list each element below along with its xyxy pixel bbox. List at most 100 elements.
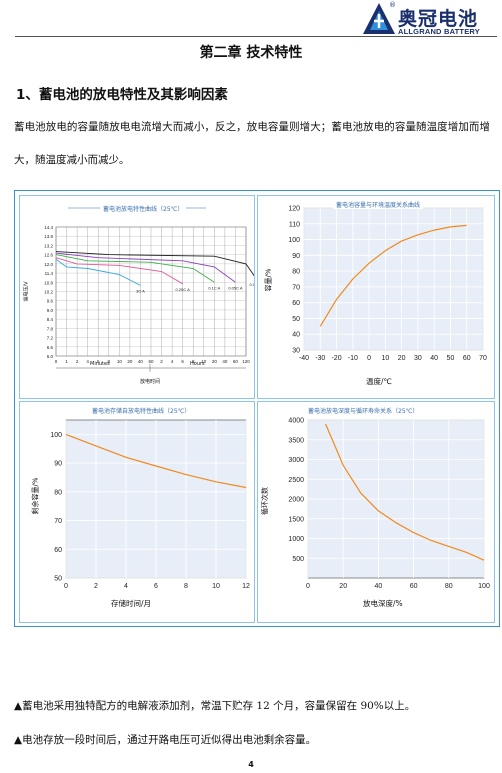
cycle-x-tick-label: 100 [478,583,490,590]
logo-mark-icon [363,3,395,34]
storage-chart: 0 2 4 6 8 10 12 50 60 70 80 90 100 [50,419,250,590]
discharge-series-line [55,252,236,283]
cycle-series-line [325,423,485,561]
cycle-chart-title: 蓄电池放电深度与循环寿命关系（25℃） [305,406,422,415]
temperature-y-tick-label: 60 [292,300,300,307]
storage-chart-xlabel: 存储时间/月 [111,599,152,608]
discharge-y-tick-label: 10.2 [44,290,53,295]
temperature-y-tick-label: 30 [292,348,300,355]
note-2: ▲电池存放一段时间后，通过开路电压可近似得出电池剩余容量。 [14,734,317,746]
discharge-x-tick-label: 4 [86,359,89,364]
cycle-y-tick-label: 2000 [288,497,304,504]
temperature-x-tick-label: 20 [398,355,406,362]
storage-y-tick-label: 70 [54,518,62,525]
discharge-series-line [55,251,254,277]
discharge-x-tick-label: 0 [55,359,58,364]
discharge-x-tick-label: 120 [242,359,250,364]
cycle-x-tick-label: 60 [410,583,418,590]
discharge-y-tick-label: 9.6 [47,299,54,304]
discharge-x-tick-label: 20 [127,359,133,364]
cycle-y-tick-label: 3000 [288,457,304,464]
temperature-chart: -40 -30 -20 -10 0 10 20 30 40 50 60 70 30 40 50 60 70 80 9… [288,206,487,363]
logo-text-zh: 奥冠电池 [398,8,479,30]
temperature-x-tick-label: 70 [479,355,487,362]
temperature-y-tick-label: 40 [292,332,300,339]
discharge-series-line [55,257,183,285]
temperature-y-tick-label: 100 [288,237,300,244]
temperature-y-tick-label: 110 [289,221,300,228]
chapter-title: 第二章 技术特性 [199,45,303,61]
discharge-x-tick-label: 40 [138,359,144,364]
discharge-series-label: 3C A [136,288,145,293]
temperature-x-tick-label: -30 [315,355,325,362]
temperature-x-tick-label: 10 [381,355,389,362]
temperature-x-tick-label: 0 [367,355,371,362]
temperature-x-tick-label: -40 [299,355,309,362]
temperature-chart-xlabel: 温度/℃ [366,377,392,386]
storage-x-tick-label: 10 [212,583,220,590]
brand-logo: ® 奥冠电池 ALLGRAND BATTERY [360,1,500,38]
discharge-y-tick-label: 10.8 [44,280,53,285]
storage-x-tick-label: 6 [154,583,158,590]
storage-x-tick-label: 2 [94,583,98,590]
discharge-x-tick-label: 1 [65,359,68,364]
discharge-chart-panel: 3C A 0.25C A 0.1C A 0.05C A 0.01C A 14.4 13.8… [19,195,255,399]
storage-x-tick-label: 0 [64,583,68,590]
discharge-y-tick-label: 7.2 [47,336,54,341]
cycle-chart-xlabel: 放电深度/% [363,599,403,608]
temperature-x-tick-label: -20 [331,355,341,362]
temperature-y-tick-label: 50 [292,316,300,323]
discharge-series-label: 0.01C A [249,282,254,287]
discharge-series-label: 0.05C A [228,285,243,290]
temperature-x-tick-label: 50 [447,355,455,362]
storage-x-tick-label: 4 [124,583,128,590]
discharge-x-tick-label: 6 [97,359,100,364]
discharge-y-tick-label: 13.8 [44,234,53,239]
discharge-x-tick-label: 40 [222,359,228,364]
cycle-x-tick-label: 20 [339,583,347,590]
discharge-y-tick-label: 6.0 [47,354,54,359]
discharge-x-tick-label: 8 [108,359,111,364]
storage-y-tick-label: 50 [54,576,62,583]
storage-y-tick-label: 60 [54,547,62,554]
discharge-y-tick-label: 12.6 [44,253,53,258]
storage-chart-ylabel: 剩余容量/% [31,477,40,515]
header-rule [15,36,497,37]
cycle-y-tick-label: 1500 [288,516,304,523]
temperature-x-tick-label: 30 [414,355,422,362]
page-number: 4 [248,760,254,769]
temperature-x-tick-label: -10 [348,355,358,362]
storage-x-tick-label: 12 [242,583,250,590]
discharge-y-tick-label: 12.0 [44,262,53,267]
discharge-y-tick-label: 6.6 [47,345,54,350]
discharge-y-tick-label: 9.0 [47,308,54,313]
storage-y-tick-label: 100 [50,432,62,439]
storage-chart-title: 蓄电池存储自放电特性曲线（25℃） [89,406,194,415]
temperature-x-tick-label: 60 [463,355,471,362]
temperature-chart-title: 蓄电池容量与环境温度关系曲线 [333,200,424,209]
storage-series-line [65,433,247,489]
discharge-x-tick-label: 60 [233,359,239,364]
body-paragraph: 蓄电池放电的容量随放电电流增大而减小，反之，放电容量则增大；蓄电池放电的容量随温… [14,121,490,166]
cycle-y-tick-label: 4000 [288,418,304,425]
discharge-x-tick-label: 6 [181,359,184,364]
discharge-x-hour-label: Hours [190,361,205,367]
storage-y-tick-label: 90 [54,461,62,468]
temperature-y-tick-label: 120 [288,206,300,213]
temperature-series-line [319,224,467,327]
discharge-chart: 3C A 0.25C A 0.1C A 0.05C A 0.01C A 14.4 13.8… [44,207,254,372]
cycle-x-tick-label: 80 [445,583,453,590]
discharge-x-tick-label: 10 [117,359,123,364]
discharge-x-min-label: Minutes [90,361,110,367]
discharge-x-tick-label: 8 [192,359,195,364]
cycle-y-tick-label: 1000 [288,536,304,543]
cycle-chart: 0 20 40 60 80 100 500 1000 1500 2000 2500 3000 3500 4… [288,418,490,591]
section-title: 1、蓄电池的放电特性及其影响因素 [16,87,228,103]
temperature-y-tick-label: 80 [292,269,300,276]
discharge-series-label: 0.1C A [208,285,220,290]
discharge-y-tick-label: 11.4 [45,271,54,276]
logo-text-en: ALLGRAND BATTERY [398,27,480,36]
note-1: ▲蓄电池采用独特配方的电解液添加剂，常温下贮存 12 个月，容量保留在 90%以… [14,700,416,712]
discharge-chart-ylabel: 端电压/V [23,281,30,302]
figure-frame: 3C A 0.25C A 0.1C A 0.05C A 0.01C A 14.4 13.8… [14,190,500,627]
